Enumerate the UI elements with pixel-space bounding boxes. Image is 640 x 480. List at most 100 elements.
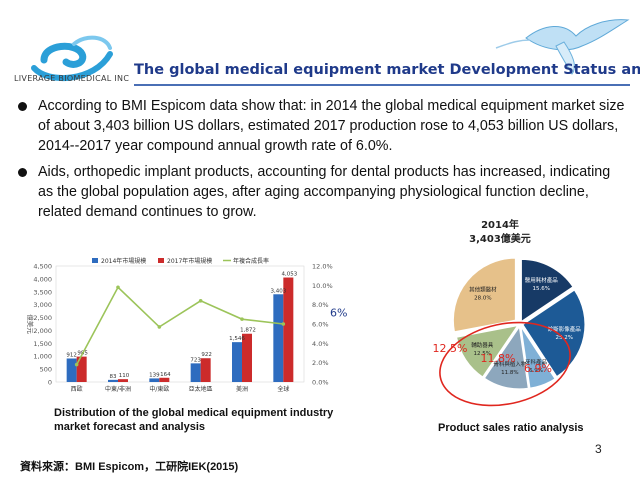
bar-label-2014: 1,546 <box>229 336 245 342</box>
logo-wave-icon <box>31 35 113 82</box>
pie-callout: 11.8% <box>481 352 516 365</box>
growth-rate-point <box>74 362 79 367</box>
y2-tick-label: 0.0% <box>312 379 329 387</box>
bullet-dot-icon <box>18 102 27 111</box>
page-number: 3 <box>595 442 602 456</box>
y2-tick-label: 8.0% <box>312 301 329 309</box>
pie-slice-pct: 28.0% <box>474 295 491 301</box>
bar-2014 <box>149 378 160 382</box>
y-tick-label: 0 <box>48 379 52 387</box>
butterfly-bird-icon <box>495 19 630 75</box>
pie-slice-label: 診斷影像產品 <box>548 325 582 333</box>
bar-chart-caption: Distribution of the global medical equip… <box>54 407 334 433</box>
y-tick-label: 4,500 <box>33 263 52 271</box>
y2-tick-label: 4.0% <box>312 340 329 348</box>
y-tick-label: 3,000 <box>33 301 52 309</box>
product-pie-chart: 2014年3,403億美元醫用耗材產品15.6%診斷影像產品25.2%牙科產品6… <box>433 218 586 407</box>
y-tick-label: 500 <box>40 366 52 374</box>
bar-label-2014: 3,403 <box>270 288 286 294</box>
bar-label-2017: 164 <box>160 372 171 378</box>
x-tick-label: 亞太地區 <box>189 385 213 393</box>
x-tick-label: 美洲 <box>236 385 248 393</box>
market-bar-chart: 4,500 4,000 3,500 3,000 2,500 2,000 1,500 1,000… <box>26 257 347 393</box>
bar-label-2014: 83 <box>110 374 117 380</box>
y-tick-label: 2,000 <box>33 327 52 335</box>
bar-2014 <box>66 358 77 382</box>
y-tick-label: 2,500 <box>33 314 52 322</box>
legend-entry: 2014年市場規模 <box>101 257 146 265</box>
highlight-ellipse <box>439 321 571 407</box>
y2-tick-label: 2.0% <box>312 359 329 367</box>
pie-chart-caption: Product sales ratio analysis <box>438 422 584 434</box>
pie-subtitle: 3,403億美元 <box>469 232 531 245</box>
page-title: The global medical equipment market Deve… <box>134 62 640 78</box>
legend-swatch <box>158 258 164 263</box>
pie-callout: 6.9% <box>524 362 552 375</box>
bar-2014 <box>232 342 242 382</box>
bar-2017 <box>242 333 252 382</box>
pie-slice <box>452 257 516 333</box>
growth-rate-point <box>116 285 120 290</box>
bar-2017 <box>118 379 128 382</box>
growth-rate-point <box>157 325 162 329</box>
pie-slice <box>483 325 529 390</box>
bar-label-2014: 912 <box>66 352 77 358</box>
pie-title: 2014年 <box>481 218 519 231</box>
pie-slice <box>456 324 519 378</box>
pie-slice-label: 輔助器具 <box>471 341 494 349</box>
bar-label-2014: 139 <box>149 372 160 378</box>
bar-2014 <box>108 379 118 382</box>
bar-label-2017: 1,872 <box>240 328 256 334</box>
y2-tick-label: 12.0% <box>312 263 333 271</box>
bullet-dot-icon <box>18 168 27 177</box>
legend-entry: 2017年市場規模 <box>167 257 212 265</box>
growth-rate-line <box>75 285 284 365</box>
pie-slice-label: 骨科與植入物 <box>493 360 527 368</box>
pie-callout: 12.5% <box>433 342 468 355</box>
y2-tick-label: 6.0% <box>312 321 329 329</box>
y-tick-label: 4,000 <box>33 275 52 283</box>
bar-label-2014: 723 <box>190 357 201 363</box>
growth-rate-point <box>198 299 203 303</box>
title-divider <box>134 84 630 86</box>
logo-text: LIVERAGE BIOMEDICAL INC <box>14 74 130 83</box>
pie-slice-pct: 11.8% <box>501 370 518 376</box>
growth-annotation: 6% <box>330 306 347 319</box>
bar-2014 <box>190 363 201 382</box>
y-tick-label: 1,500 <box>33 340 52 348</box>
bar-2017 <box>283 277 294 382</box>
bullet-item: Aids, orthopedic implant products, accou… <box>14 162 628 222</box>
bar-label-2017: 922 <box>201 352 212 358</box>
growth-rate-point <box>240 317 244 321</box>
pie-slice-pct: 6.9% <box>529 368 543 374</box>
plot-area <box>55 265 305 383</box>
bullet-list: According to BMI Espicom data show that:… <box>14 96 628 228</box>
pie-slice-pct: 12.5% <box>474 351 491 357</box>
bar-label-2017: 4,053 <box>281 272 297 278</box>
legend-entry: 年複合成長率 <box>233 257 269 265</box>
pie-slice-label: 其他類醫材 <box>469 285 497 293</box>
y-tick-label: 3,500 <box>33 288 52 296</box>
pie-slice-pct: 15.6% <box>533 286 550 292</box>
bullet-text: According to BMI Espicom data show that:… <box>38 98 625 154</box>
pie-slice-label: 醫用耗材產品 <box>525 276 559 284</box>
x-tick-label: 西歐 <box>71 385 83 393</box>
bar-2017 <box>200 358 211 382</box>
bullet-item: According to BMI Espicom data show that:… <box>14 96 628 156</box>
growth-rate-point <box>281 322 286 326</box>
pie-slice <box>520 326 556 389</box>
legend-swatch <box>92 258 98 263</box>
bullet-text: Aids, orthopedic implant products, accou… <box>38 164 611 220</box>
y-axis-label: 億美元 <box>26 314 35 334</box>
pie-slice-label: 牙科產品 <box>525 358 548 366</box>
bar-2017 <box>76 356 87 382</box>
pie-slice <box>520 258 574 323</box>
bar-2017 <box>159 377 170 382</box>
bar-label-2017: 110 <box>119 373 130 379</box>
x-tick-label: 中東/非洲 <box>105 385 131 393</box>
y-tick-label: 1,000 <box>33 353 52 361</box>
x-tick-label: 中/東歐 <box>149 385 169 393</box>
x-tick-label: 全球 <box>277 385 289 393</box>
y2-tick-label: 10.0% <box>312 282 333 290</box>
